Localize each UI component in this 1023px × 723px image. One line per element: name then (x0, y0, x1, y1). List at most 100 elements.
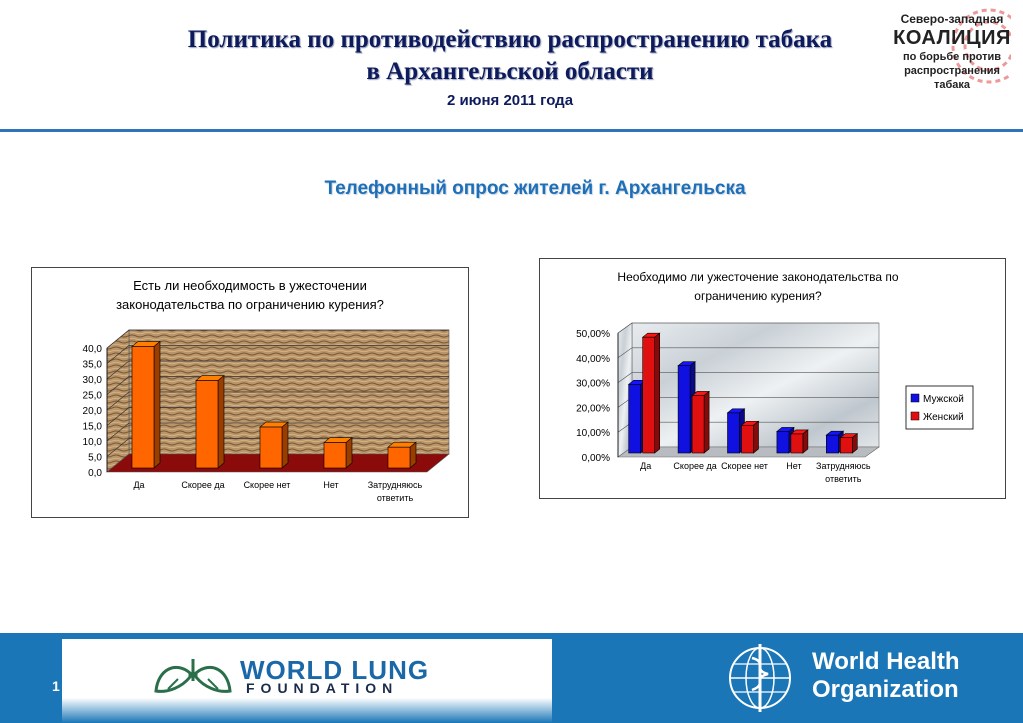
coalition-logo-line5: табака (933, 79, 971, 91)
chart1-bar-front (387, 446, 411, 469)
who-logo-line1: World Health (812, 648, 960, 675)
chart2-category-label: Скорее да (673, 461, 716, 471)
chart2-category-label: Да (640, 461, 651, 471)
chart2-bar-male-front (825, 434, 839, 454)
chart2-bar-female (790, 429, 809, 454)
chart2-legend-box (905, 385, 974, 430)
chart2-bar-female-side (753, 420, 759, 454)
chart2-bar-female-front (642, 336, 655, 454)
chart2-ytick-label: 10,00% (576, 428, 610, 439)
chart1-category-label-line2: ответить (377, 493, 414, 503)
chart1-ytick-label: 5,0 (88, 453, 102, 464)
chart2-ytick-label: 30,00% (576, 379, 610, 390)
coalition-logo-line2: КОАЛИЦИЯ (893, 27, 1011, 49)
chart1-ytick-label: 40,0 (83, 344, 103, 355)
chart2-title-line1: Необходимо ли ужесточение законодательст… (617, 270, 898, 284)
chart1-gridline (106, 422, 449, 442)
coalition-logo: Северо-западная КОАЛИЦИЯ по борьбе проти… (893, 6, 1011, 124)
chart1-bar (131, 340, 161, 469)
chart1-bar-front (259, 426, 283, 469)
chart1-ytick-label: 35,0 (83, 360, 103, 371)
chart1-gridline (106, 345, 449, 364)
chart1-ytick-label: 15,0 (83, 422, 103, 433)
survey-subtitle: Телефонный опрос жителей г. Архангельска (324, 178, 746, 199)
chart-by-gender: Необходимо ли ужесточение законодательст… (539, 258, 1006, 499)
coalition-logo-rings (951, 8, 1011, 84)
slide-title: Политика по противодействию распростране… (90, 24, 930, 88)
chart1-bar-front (195, 380, 219, 469)
chart2-bar-male-front (628, 384, 641, 454)
slide-date: 2 июня 2011 года (446, 92, 574, 109)
chart2-category-label: Затрудняюсь (816, 461, 871, 471)
chart2-ytick-label: 20,00% (576, 403, 610, 414)
chart-necessity-svg: Есть ли необходимость в ужесточении закон… (83, 278, 450, 503)
chart2-bar-female (641, 332, 661, 454)
chart1-title-line1: Есть ли необходимость в ужесточении (133, 278, 367, 293)
who-emblem-icon (729, 644, 791, 712)
chart2-legend-swatch (910, 411, 920, 421)
chart1-bar-side (281, 421, 289, 469)
chart1-bar (195, 374, 225, 469)
chart2-bar-female (839, 433, 859, 454)
chart2-bar-female-front (691, 395, 705, 454)
chart1-gridline (106, 360, 449, 380)
chart2-bar-female-side (654, 332, 660, 454)
chart2-bar-female (740, 420, 760, 454)
chart2-legend-swatch (910, 393, 920, 403)
chart1-category-label: Да (133, 480, 144, 490)
who-logo-line2: Organization (812, 676, 959, 703)
chart2-bar-female-front (839, 437, 853, 454)
wlf-lung-icon (154, 659, 232, 693)
chart1-gridline (106, 391, 449, 411)
chart1-ytick-label: 25,0 (83, 391, 103, 402)
chart1-bar-side (409, 441, 417, 469)
chart1-bar (323, 436, 353, 469)
chart1-bar (387, 441, 417, 469)
wlf-panel (62, 639, 552, 723)
slide-title-line2: в Архангельской области (366, 58, 654, 85)
chart2-legend: Мужской Женский (905, 385, 974, 430)
chart2-gridline (617, 322, 879, 334)
header-divider (0, 129, 1023, 132)
chart1-ytick-label: 30,0 (83, 375, 103, 386)
chart2-legend-label: Женский (923, 412, 964, 423)
chart2-category-label: Нет (786, 461, 801, 471)
chart1-title-line2: законодательства по ограничению курения? (116, 297, 384, 312)
chart2-bar-male-front (727, 412, 740, 454)
chart1-bar-side (153, 340, 161, 469)
chart1-ytick-label: 20,0 (83, 406, 103, 417)
coalition-logo-line1: Северо-западная (900, 12, 1004, 26)
who-logo-text: World Health Organization (812, 648, 960, 704)
chart1-category-label: Затрудняюсь (368, 480, 423, 490)
chart1-gridline (106, 407, 449, 426)
chart2-bar-female-front (790, 433, 804, 454)
chart2-ytick-label: 0,00% (582, 453, 610, 464)
chart2-bar-female-side (703, 390, 710, 454)
chart1-bar-side (345, 436, 353, 469)
chart1-category-label: Нет (323, 480, 338, 490)
wlf-logo-subtext: FOUNDATION (246, 680, 399, 696)
wlf-logo-text: WORLD LUNG (240, 655, 430, 685)
chart-by-gender-svg: Необходимо ли ужесточение законодательст… (576, 270, 974, 484)
chart1-ytick-label: 0,0 (88, 468, 102, 479)
chart2-ytick-label: 50,00% (576, 329, 610, 340)
chart1-bar-side (217, 374, 225, 469)
coalition-logo-line4: распространения (904, 65, 1000, 77)
chart2-bar-male-front (677, 365, 691, 454)
chart2-gridline (617, 372, 879, 383)
chart1-category-label: Скорее да (181, 480, 224, 490)
chart2-legend-label: Мужской (923, 394, 964, 405)
chart2-bar-female (691, 390, 710, 454)
chart2-bar-male-front (776, 431, 790, 454)
chart1-gridline (106, 329, 449, 349)
chart2-ytick-label: 40,00% (576, 354, 610, 365)
chart2-bar-female-side (802, 429, 809, 454)
chart2-category-label: Скорее нет (721, 461, 768, 471)
chart1-gridline (106, 376, 449, 395)
chart1-bar (259, 421, 289, 469)
chart1-ytick-label: 10,0 (83, 437, 103, 448)
chart2-bar-female-front (741, 424, 754, 454)
slide-title-line1: Политика по противодействию распростране… (187, 26, 833, 53)
chart2-category-label-line2: ответить (825, 474, 862, 484)
chart1-bar-front (323, 442, 347, 469)
